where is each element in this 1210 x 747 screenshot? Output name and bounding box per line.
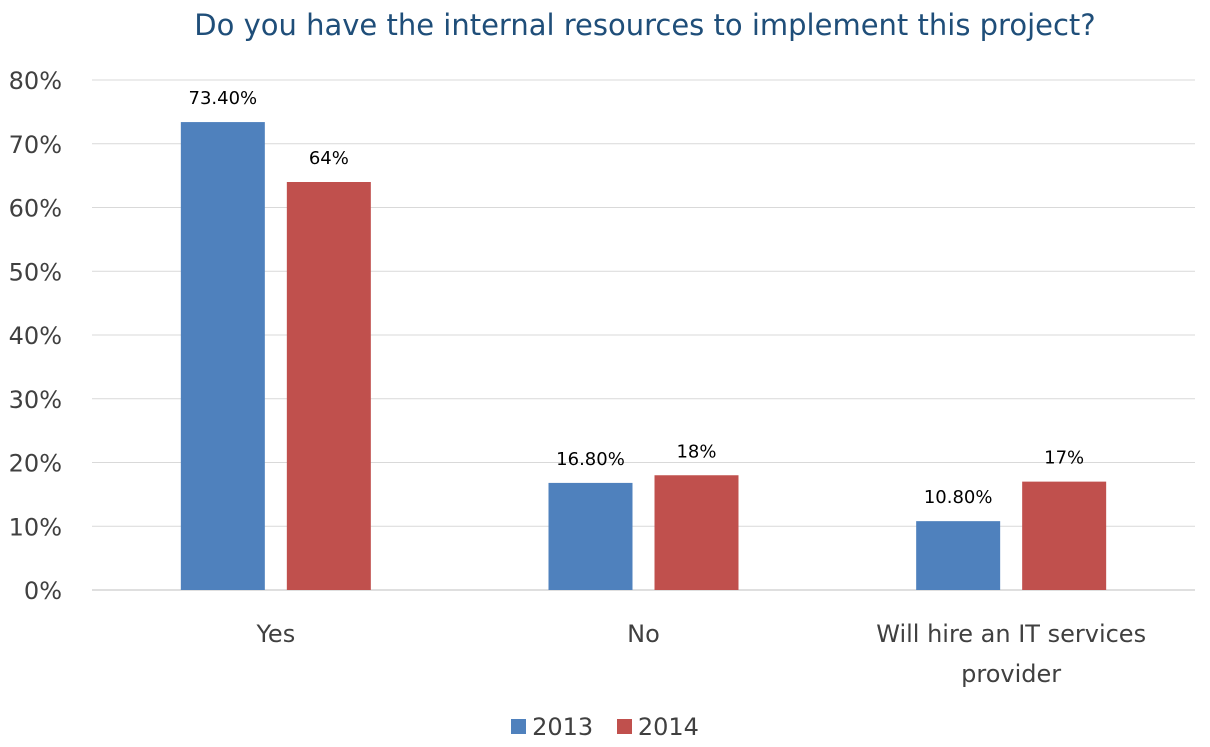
x-tick-label: No	[627, 620, 660, 648]
legend-label-2013: 2013	[532, 712, 594, 741]
y-tick-label: 10%	[9, 513, 62, 541]
y-tick-label: 60%	[9, 195, 62, 223]
y-tick-label: 20%	[9, 450, 62, 478]
y-tick-label: 30%	[9, 386, 62, 414]
x-tick-label: Will hire an IT services	[876, 620, 1146, 648]
data-label: 18%	[676, 441, 716, 462]
chart-title: Do you have the internal resources to im…	[194, 8, 1096, 42]
bar-2013	[548, 482, 633, 590]
x-tick-label: Yes	[255, 620, 295, 648]
bar-2013	[916, 521, 1001, 590]
legend-swatch-2013	[511, 719, 527, 734]
y-tick-label: 40%	[9, 322, 62, 350]
y-tick-label: 50%	[9, 258, 62, 286]
legend-label-2014: 2014	[637, 712, 699, 741]
y-tick-label: 80%	[9, 67, 62, 95]
x-tick-label: provider	[961, 660, 1061, 688]
bar-2014	[654, 475, 739, 590]
data-label: 16.80%	[556, 449, 625, 470]
bar-2014	[286, 182, 371, 590]
y-tick-label: 0%	[24, 577, 62, 605]
data-label: 64%	[309, 148, 349, 169]
plot-area: 0% 10% 20% 30% 40% 50% 60% 70% 80% 73.40% 64% Yes 16…	[9, 67, 1195, 688]
data-label: 10.80%	[924, 487, 993, 508]
legend: 2013 2014	[0, 712, 1210, 741]
legend-item-2014: 2014	[616, 712, 699, 741]
bar-2013	[180, 122, 265, 590]
data-label: 17%	[1044, 448, 1084, 469]
bar-2014	[1022, 481, 1107, 590]
legend-item-2013: 2013	[511, 713, 593, 741]
y-tick-label: 70%	[9, 131, 62, 159]
data-label: 73.40%	[189, 88, 258, 109]
legend-swatch-2014	[616, 719, 632, 734]
